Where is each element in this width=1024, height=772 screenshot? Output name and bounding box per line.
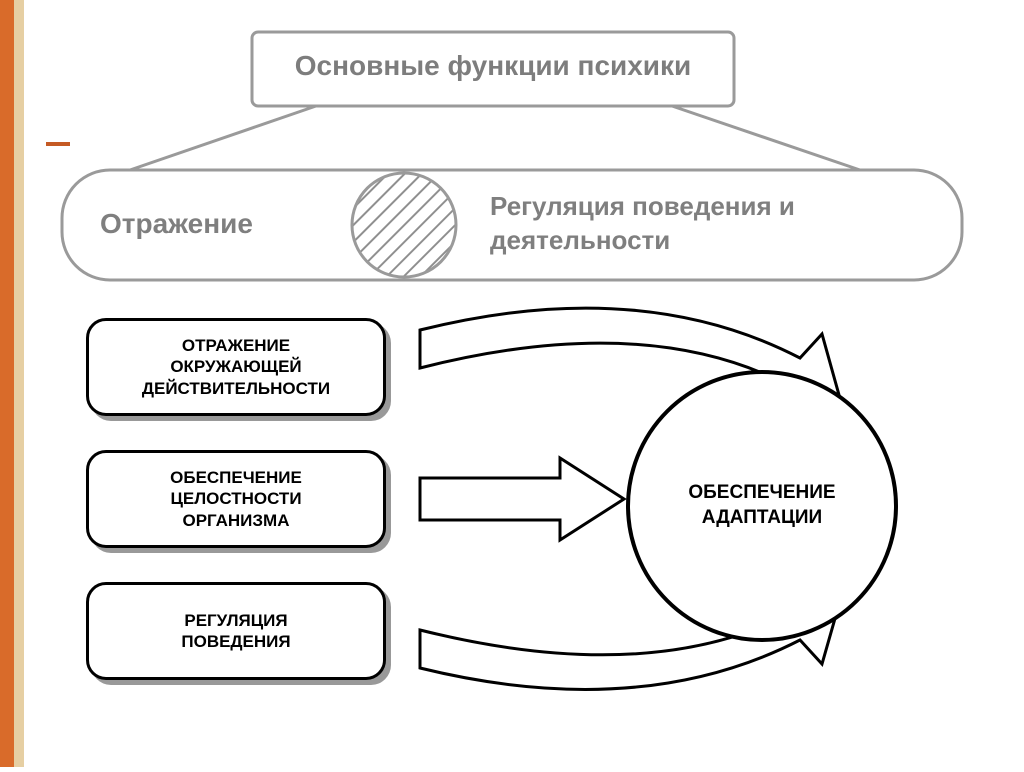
arrow-straight <box>420 458 624 540</box>
capsule-right-l1: Регуляция поведения и <box>490 191 795 221</box>
card1-l3: ДЕЙСТВИТЕЛЬНОСТИ <box>142 379 330 398</box>
card3-l2: ПОВЕДЕНИЯ <box>181 632 290 651</box>
sidebar-inner <box>14 0 24 767</box>
card-reflection: ОТРАЖЕНИЕ ОКРУЖАЮЩЕЙ ДЕЙСТВИТЕЛЬНОСТИ <box>86 318 386 416</box>
title-text: Основные функции психики <box>252 50 734 82</box>
capsule-right-text: Регуляция поведения и деятельности <box>490 190 795 258</box>
card1-l2: ОКРУЖАЮЩЕЙ <box>170 357 301 376</box>
card2-l2: ЦЕЛОСТНОСТИ <box>170 489 301 508</box>
capsule-right-l2: деятельности <box>490 225 670 255</box>
card3-l1: РЕГУЛЯЦИЯ <box>184 611 287 630</box>
circle-l1: ОБЕСПЕЧЕНИЕ <box>688 482 835 503</box>
card2-l3: ОРГАНИЗМА <box>182 511 289 530</box>
card1-l1: ОТРАЖЕНИЕ <box>182 336 290 355</box>
circle-adaptation: ОБЕСПЕЧЕНИЕ АДАПТАЦИИ <box>626 370 898 642</box>
connector-right <box>672 106 860 170</box>
circle-l2: АДАПТАЦИИ <box>702 507 822 528</box>
presentation-sidebar <box>0 0 26 767</box>
card-integrity: ОБЕСПЕЧЕНИЕ ЦЕЛОСТНОСТИ ОРГАНИЗМА <box>86 450 386 548</box>
card-regulation: РЕГУЛЯЦИЯ ПОВЕДЕНИЯ <box>86 582 386 680</box>
card2-l1: ОБЕСПЕЧЕНИЕ <box>170 468 302 487</box>
capsule-left-text: Отражение <box>100 208 253 240</box>
hatched-circle <box>352 173 456 277</box>
connector-left <box>130 106 316 170</box>
